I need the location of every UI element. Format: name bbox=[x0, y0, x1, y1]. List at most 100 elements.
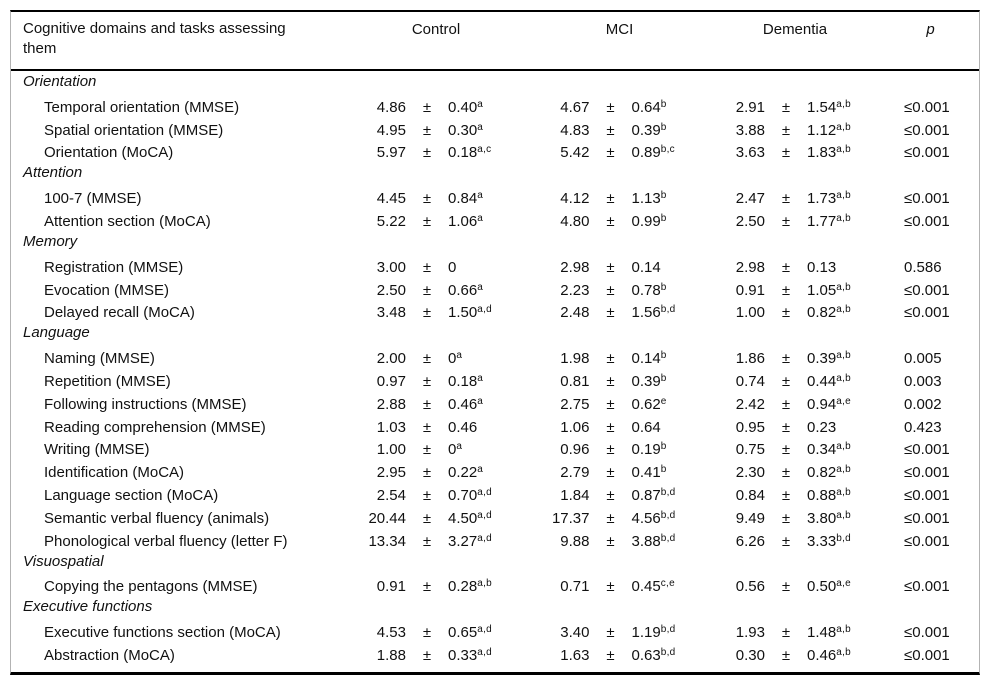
sd-value: 0.70a,d bbox=[448, 487, 512, 504]
table-header-row: Cognitive domains and tasks assessing th… bbox=[11, 12, 979, 71]
mean-value: 4.53 bbox=[376, 624, 406, 642]
significance-superscript: a,b bbox=[836, 98, 852, 110]
sd-number: 0.50 bbox=[807, 578, 837, 596]
control-value-cell: 0.97 ±0.18a bbox=[341, 373, 531, 390]
significance-superscript: a,b bbox=[836, 372, 852, 384]
sd-number: 1.77 bbox=[807, 212, 837, 230]
mean-value: 5.22 bbox=[376, 212, 406, 230]
mean-value: 2.54 bbox=[376, 487, 406, 505]
plus-minus-sign: ± bbox=[781, 509, 791, 527]
p-value: ≤0.001 bbox=[904, 441, 950, 459]
sd-value: 0.19b bbox=[632, 441, 696, 458]
significance-superscript: a,b bbox=[836, 509, 852, 521]
p-value: ≤0.001 bbox=[904, 144, 950, 162]
table-row: Semantic verbal fluency (animals) 20.44 ±4… bbox=[11, 507, 979, 530]
significance-superscript: a,b bbox=[836, 624, 852, 636]
mci-value-cell: 5.42 ±0.89b,c bbox=[531, 144, 708, 161]
plus-minus-sign: ± bbox=[606, 304, 615, 322]
dementia-value-cell: 1.86 ±0.39a,b bbox=[708, 350, 882, 367]
sd-number: 0.13 bbox=[807, 258, 837, 276]
plus-minus-sign: ± bbox=[781, 464, 791, 482]
significance-superscript: a bbox=[477, 212, 484, 224]
mean-value: 4.67 bbox=[560, 98, 590, 116]
plus-minus-sign: ± bbox=[422, 212, 432, 230]
sd-number: 0.94 bbox=[807, 395, 837, 413]
mean-value: 13.34 bbox=[368, 532, 406, 550]
sd-number: 0.84 bbox=[448, 190, 478, 208]
plus-minus-sign: ± bbox=[781, 304, 791, 322]
dementia-value-cell: 0.30 ±0.46a,b bbox=[708, 647, 882, 664]
plus-minus-sign: ± bbox=[422, 647, 432, 665]
header-name-line2: them bbox=[23, 40, 57, 57]
section-row: Memory bbox=[11, 233, 979, 256]
mean-value: 0.74 bbox=[735, 372, 765, 390]
p-value: ≤0.001 bbox=[904, 509, 950, 527]
control-value-cell: 2.88 ±0.46a bbox=[341, 396, 531, 413]
sd-number: 1.13 bbox=[631, 190, 661, 208]
sd-number: 0.30 bbox=[448, 121, 478, 139]
table-row: 100-7 (MMSE) 4.45 ±0.84a 4.12 ±1.13b 2.47 ±1.7… bbox=[11, 187, 979, 210]
mean-value: 0.56 bbox=[735, 578, 765, 596]
sd-number: 1.54 bbox=[807, 98, 837, 116]
mean-value: 2.23 bbox=[560, 281, 590, 299]
plus-minus-sign: ± bbox=[781, 578, 791, 596]
mean-value: 2.88 bbox=[376, 395, 406, 413]
task-name: Identification (MoCA) bbox=[44, 464, 185, 482]
sd-value: 0.13 bbox=[807, 259, 871, 276]
plus-minus-sign: ± bbox=[606, 190, 615, 208]
sd-value: 0.34a,b bbox=[807, 441, 871, 458]
plus-minus-sign: ± bbox=[606, 121, 615, 139]
plus-minus-sign: ± bbox=[781, 98, 791, 116]
header-name-column: Cognitive domains and tasks assessing th… bbox=[11, 19, 341, 59]
dementia-value-cell: 2.98 ±0.13 bbox=[708, 259, 882, 276]
dementia-value-cell: 3.88 ±1.12a,b bbox=[708, 122, 882, 139]
task-name: Delayed recall (MoCA) bbox=[44, 304, 195, 322]
mean-value: 1.63 bbox=[560, 647, 590, 665]
sd-value: 4.56b,d bbox=[632, 510, 696, 527]
significance-superscript: a,b bbox=[836, 647, 852, 659]
sd-value: 0.50a,e bbox=[807, 578, 871, 595]
sd-number: 0.66 bbox=[448, 281, 478, 299]
sd-number: 0.46 bbox=[448, 395, 478, 413]
mci-value-cell: 0.71 ±0.45c,e bbox=[531, 578, 708, 595]
table-row: Repetition (MMSE) 0.97 ±0.18a 0.81 ±0.39b 0.7… bbox=[11, 370, 979, 393]
sd-number: 1.12 bbox=[807, 121, 837, 139]
mean-value: 2.75 bbox=[560, 395, 590, 413]
mean-value: 2.30 bbox=[735, 464, 765, 482]
sd-number: 0.46 bbox=[448, 418, 478, 436]
sd-number: 0.64 bbox=[631, 418, 661, 436]
sd-value: 0.14 bbox=[632, 259, 696, 276]
task-name: 100-7 (MMSE) bbox=[44, 190, 142, 208]
sd-value: 1.48a,b bbox=[807, 624, 871, 641]
sd-value: 1.06a bbox=[448, 213, 512, 230]
sd-number: 1.48 bbox=[807, 624, 837, 642]
p-value: ≤0.001 bbox=[904, 212, 950, 230]
sd-number: 0.88 bbox=[807, 487, 837, 505]
sd-number: 0.14 bbox=[631, 350, 661, 368]
sd-value: 0.87b,d bbox=[632, 487, 696, 504]
mean-value: 17.37 bbox=[551, 509, 590, 527]
sd-value: 0.63b,d bbox=[632, 647, 696, 664]
mean-value: 0.81 bbox=[560, 372, 590, 390]
dementia-value-cell: 0.56 ±0.50a,e bbox=[708, 578, 882, 595]
sd-value: 0a bbox=[448, 350, 512, 367]
dementia-value-cell: 1.00 ±0.82a,b bbox=[708, 304, 882, 321]
header-p: p bbox=[926, 21, 935, 38]
plus-minus-sign: ± bbox=[422, 350, 432, 368]
table-row: Copying the pentagons (MMSE) 0.91 ±0.28a,b… bbox=[11, 576, 979, 599]
sd-value: 1.73a,b bbox=[807, 190, 871, 207]
significance-superscript: b bbox=[660, 98, 667, 110]
table-row: Abstraction (MoCA) 1.88 ±0.33a,d 1.63 ±0.63b… bbox=[11, 644, 979, 667]
mci-value-cell: 4.67 ±0.64b bbox=[531, 99, 708, 116]
sd-value: 0.30a bbox=[448, 122, 512, 139]
plus-minus-sign: ± bbox=[781, 372, 791, 390]
significance-superscript: a,d bbox=[477, 304, 493, 316]
significance-superscript: a bbox=[477, 121, 484, 133]
significance-superscript: b,d bbox=[660, 532, 676, 544]
sd-number: 0.99 bbox=[631, 212, 661, 230]
task-name: Evocation (MMSE) bbox=[44, 281, 170, 299]
significance-superscript: a,d bbox=[477, 624, 493, 636]
mean-value: 1.93 bbox=[735, 624, 765, 642]
task-name: Orientation (MoCA) bbox=[44, 144, 174, 162]
sd-value: 1.77a,b bbox=[807, 213, 871, 230]
